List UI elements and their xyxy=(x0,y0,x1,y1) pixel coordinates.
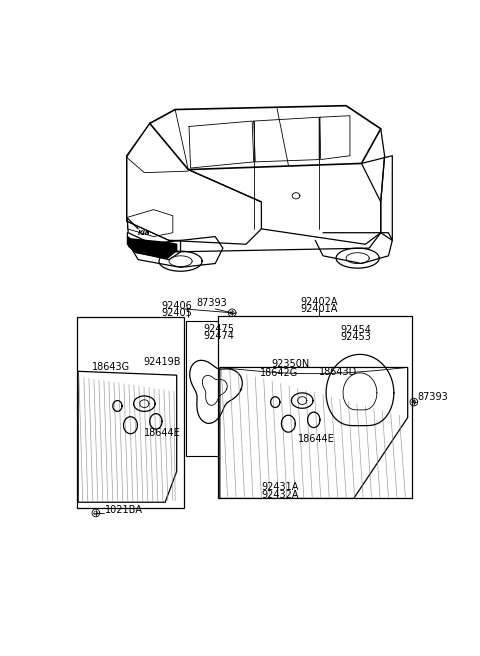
Text: 92419B: 92419B xyxy=(144,357,181,367)
Text: 18644E: 18644E xyxy=(144,428,181,438)
Text: 92432A: 92432A xyxy=(262,489,299,499)
Polygon shape xyxy=(220,367,408,499)
Text: 92474: 92474 xyxy=(204,331,235,341)
Text: 18642G: 18642G xyxy=(260,368,298,378)
Text: 87393: 87393 xyxy=(196,298,227,308)
Text: 92405: 92405 xyxy=(161,308,192,318)
Text: 18643G: 18643G xyxy=(92,363,130,373)
Text: 92475: 92475 xyxy=(204,324,235,334)
Text: 92406: 92406 xyxy=(161,301,192,311)
Text: 92401A: 92401A xyxy=(300,304,337,314)
Polygon shape xyxy=(78,371,177,502)
Text: 92402A: 92402A xyxy=(300,297,337,307)
Text: 92454: 92454 xyxy=(340,325,371,335)
Bar xyxy=(186,321,244,456)
Bar xyxy=(218,316,412,499)
Text: 1021BA: 1021BA xyxy=(105,505,143,515)
Text: 87393: 87393 xyxy=(417,392,448,401)
Bar xyxy=(77,318,184,508)
Text: 92350N: 92350N xyxy=(271,359,310,369)
Text: 18643D: 18643D xyxy=(319,367,358,377)
Text: 92431A: 92431A xyxy=(262,482,299,492)
Text: Kia: Kia xyxy=(138,230,151,236)
Polygon shape xyxy=(127,237,177,258)
Text: 92453: 92453 xyxy=(340,332,371,342)
Text: 18644E: 18644E xyxy=(299,434,335,444)
